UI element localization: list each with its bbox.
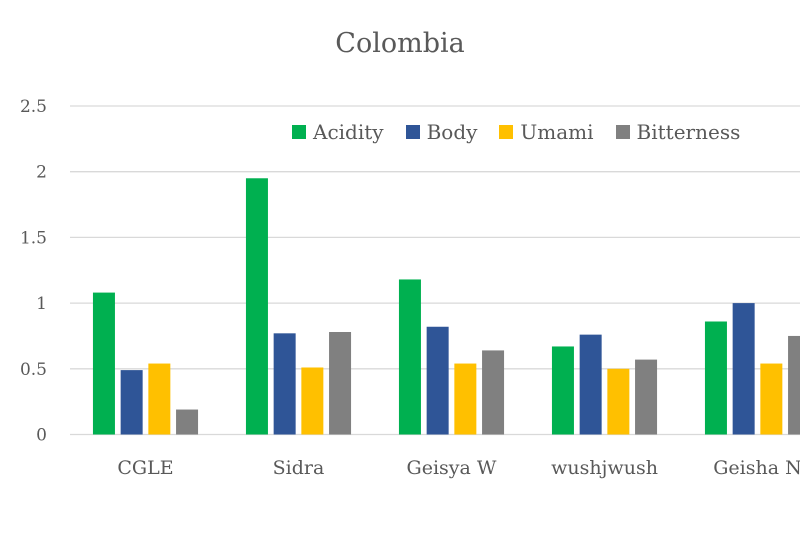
bar-acidity-geisha-n (704, 321, 727, 435)
x-tick-label: Geisya W (407, 457, 497, 479)
bar-body-geisha-n (732, 303, 755, 435)
legend-label: Bitterness (636, 120, 741, 144)
bar-acidity-sidra (245, 178, 268, 435)
bar-bitterness-sidra (329, 332, 352, 435)
y-tick-label: 0 (36, 426, 47, 446)
legend-label: Acidity (313, 120, 384, 144)
bar-umami-geisya-w (454, 363, 477, 435)
legend-swatch (292, 125, 306, 139)
y-tick-label: 2.5 (20, 97, 47, 117)
bar-body-cgle (120, 370, 143, 435)
bar-umami-geisha-n (760, 363, 783, 435)
bar-acidity-wushjwush (551, 346, 574, 435)
y-tick-label: 2 (36, 163, 47, 183)
x-tick-label: Sidra (273, 457, 325, 479)
bar-body-geisya-w (426, 326, 449, 435)
x-tick-label: CGLE (117, 457, 173, 479)
bar-bitterness-geisya-w (482, 350, 505, 435)
y-tick-label: 0.5 (20, 360, 47, 380)
legend-swatch (615, 125, 630, 139)
legend-item-body: Body (405, 120, 478, 144)
y-tick-label: 1 (36, 294, 47, 314)
legend: Acidity Body Umami Bitterness (292, 120, 740, 144)
legend-item-acidity: Acidity (292, 120, 384, 144)
x-tick-label: Geisha N (713, 457, 800, 479)
bar-umami-sidra (301, 367, 324, 435)
bar-body-sidra (273, 333, 296, 435)
legend-label: Body (426, 120, 478, 144)
legend-swatch (499, 125, 514, 139)
bar-umami-cgle (148, 363, 171, 435)
bar-bitterness-wushjwush (635, 359, 658, 435)
legend-item-umami: Umami (499, 120, 594, 144)
bar-acidity-geisya-w (398, 279, 421, 435)
legend-swatch (405, 125, 420, 139)
legend-item-bitterness: Bitterness (615, 120, 741, 144)
legend-label: Umami (520, 120, 594, 144)
bar-bitterness-cgle (176, 409, 199, 435)
x-tick-label: wushjwush (551, 457, 658, 479)
y-tick-label: 1.5 (20, 228, 47, 248)
chart-title: Colombia (335, 28, 465, 59)
bar-umami-wushjwush (607, 368, 630, 435)
bar-bitterness-geisha-n (788, 335, 800, 435)
bar-acidity-cgle (92, 292, 115, 435)
bar-body-wushjwush (579, 334, 602, 435)
